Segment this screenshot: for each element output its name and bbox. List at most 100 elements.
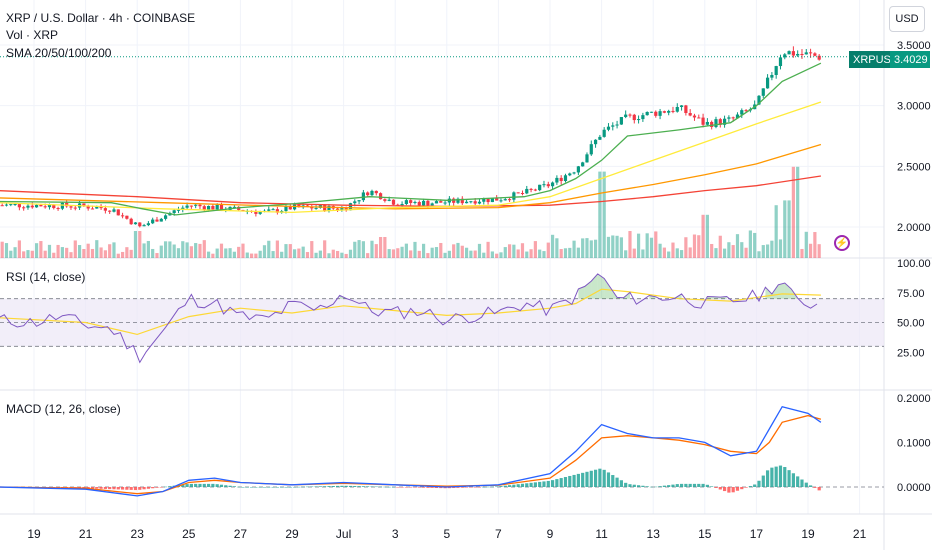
volume-bar — [800, 248, 804, 258]
x-tick-label: 7 — [495, 527, 502, 541]
macd-histogram-bar — [619, 480, 623, 487]
volume-bar — [679, 250, 684, 258]
volume-bar — [748, 230, 752, 258]
candle-body — [335, 208, 340, 211]
candle-body — [507, 199, 512, 201]
volume-bar — [249, 253, 254, 258]
macd-histogram-bar — [533, 482, 537, 487]
candle-body — [138, 222, 142, 227]
x-tick-label: 11 — [595, 527, 608, 541]
volume-bar — [731, 245, 735, 258]
macd-histogram-bar — [189, 483, 193, 487]
macd-histogram-bar — [327, 486, 331, 487]
macd-histogram-bar — [675, 484, 679, 487]
volume-bar — [374, 244, 378, 258]
candle-body — [189, 205, 193, 207]
candle-body — [219, 204, 224, 211]
y-tick-label: 75.00 — [897, 288, 925, 300]
candle-body — [460, 198, 464, 204]
macd-histogram-bar — [292, 486, 297, 488]
candle-body — [13, 204, 17, 206]
macd-histogram-bar — [628, 484, 632, 487]
macd-histogram-bar — [318, 486, 322, 487]
volume-bar — [473, 250, 477, 258]
volume-bar — [176, 248, 181, 258]
candle-body — [314, 207, 318, 209]
currency-button[interactable]: USD — [889, 6, 925, 32]
macd-histogram-bar — [688, 483, 692, 487]
macd-histogram-bar — [159, 487, 163, 488]
volume-bar — [4, 243, 9, 258]
volume-bar — [26, 250, 30, 258]
macd-histogram-bar — [654, 486, 658, 488]
candle-body — [9, 204, 13, 206]
macd-histogram-bar — [791, 473, 795, 487]
volume-bar — [753, 232, 757, 258]
volume-bar — [761, 245, 765, 258]
volume-bar — [211, 253, 215, 258]
candle-body — [129, 218, 133, 225]
candle-body — [495, 198, 499, 201]
volume-bar — [701, 214, 705, 258]
macd-histogram-bar — [237, 486, 241, 488]
candle-body — [516, 192, 520, 194]
macd-histogram-bar — [753, 484, 757, 487]
volume-bar — [538, 249, 542, 258]
candle-body — [284, 205, 288, 211]
rsi-indicator-label[interactable]: RSI (14, close) — [6, 270, 86, 284]
macd-indicator-label[interactable]: MACD (12, 26, close) — [6, 402, 121, 416]
macd-histogram-bar — [525, 483, 529, 487]
candle-body — [654, 111, 658, 116]
volume-indicator-label[interactable]: Vol · XRP — [6, 28, 59, 42]
macd-histogram-bar — [636, 485, 641, 487]
volume-bar — [378, 237, 383, 258]
candle-body — [731, 117, 735, 119]
volume-bar — [95, 240, 99, 258]
macd-histogram-bar — [456, 487, 460, 488]
macd-histogram-bar — [133, 487, 138, 491]
volume-bar — [318, 250, 322, 258]
macd-histogram-bar — [198, 483, 202, 487]
candle-body — [194, 204, 198, 206]
candle-body — [409, 200, 413, 203]
volume-bar — [39, 241, 43, 258]
volume-bar — [499, 252, 503, 258]
candle-body — [86, 205, 90, 209]
volume-bar — [86, 243, 90, 258]
volume-bar — [112, 242, 116, 258]
candle-body — [533, 189, 537, 191]
y-tick-label: 50.00 — [897, 318, 925, 330]
volume-bar — [335, 250, 340, 258]
volume-bar — [667, 251, 671, 258]
candle-body — [469, 201, 473, 203]
volume-bar — [292, 249, 297, 258]
candle-body — [740, 110, 744, 115]
candle-body — [808, 52, 813, 54]
macd-histogram-bar — [770, 467, 774, 487]
sma-indicator-label[interactable]: SMA 20/50/100/200 — [6, 46, 112, 60]
volume-bar — [241, 243, 245, 258]
volume-bar — [52, 252, 56, 258]
candle-body — [267, 209, 271, 211]
volume-bar — [138, 231, 142, 258]
volume-bar — [387, 249, 391, 258]
volume-bar — [817, 244, 821, 258]
volume-bar — [615, 235, 619, 258]
macd-histogram-bar — [125, 487, 129, 490]
macd-histogram-bar — [163, 486, 168, 488]
candle-body — [636, 119, 641, 121]
lightning-icon[interactable]: ⚡ — [834, 235, 850, 251]
macd-histogram-bar — [774, 466, 778, 487]
macd-histogram-bar — [323, 486, 327, 487]
candle-body — [0, 205, 4, 207]
volume-bar — [503, 247, 507, 258]
volume-bar — [224, 248, 228, 258]
x-tick-label: 15 — [698, 527, 712, 541]
candle-body — [679, 105, 684, 107]
volume-bar — [710, 243, 714, 258]
macd-histogram-bar — [585, 471, 589, 487]
macd-histogram-bar — [649, 486, 654, 488]
volume-bar — [765, 244, 770, 258]
volume-bar — [90, 248, 95, 258]
